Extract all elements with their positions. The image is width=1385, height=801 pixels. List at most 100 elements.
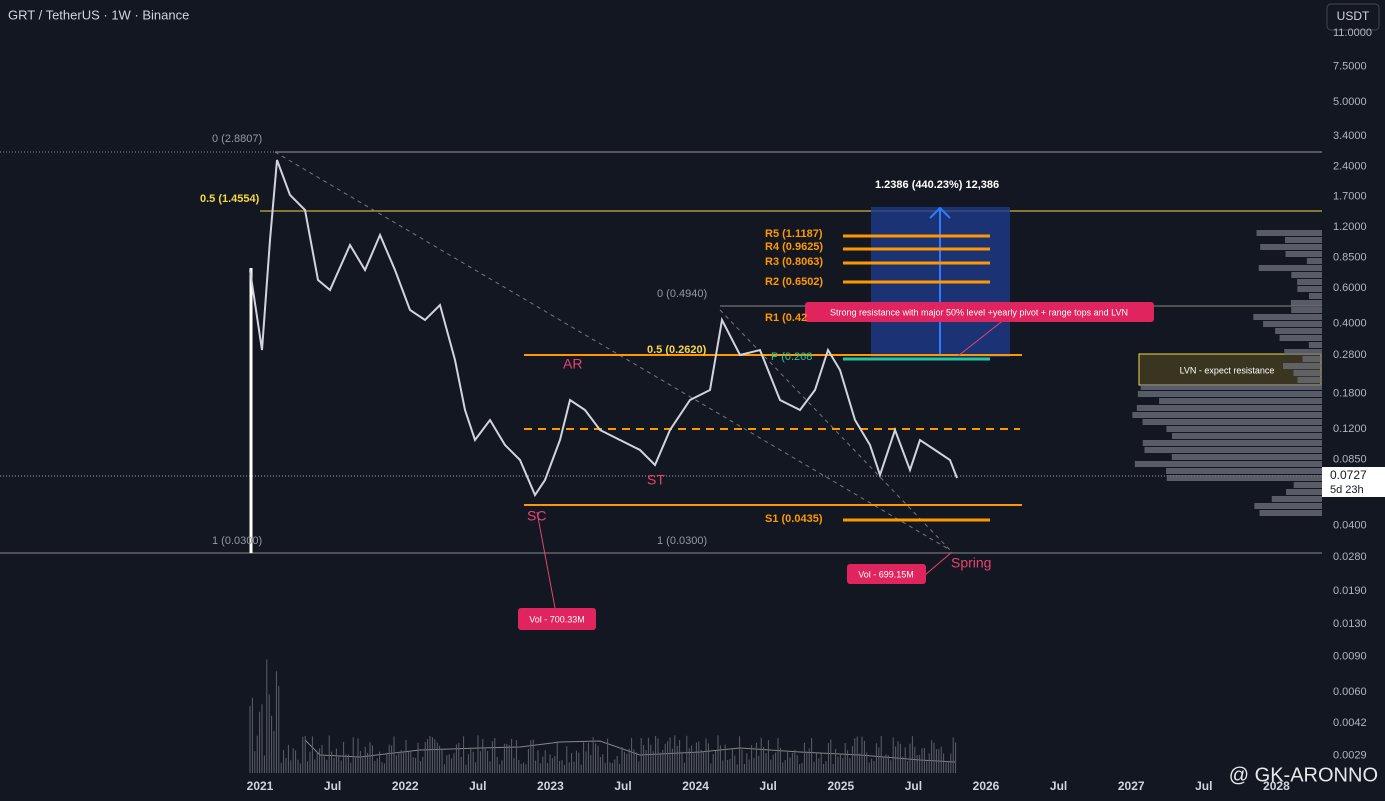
volume-profile — [1308, 342, 1322, 348]
volume-profile — [1142, 419, 1322, 425]
volume-profile — [1297, 377, 1322, 383]
price-tick-label: 11.0000 — [1333, 27, 1372, 39]
wyckoff-label: ST — [647, 472, 665, 488]
volume-profile — [1263, 321, 1322, 327]
volume-profile — [1134, 461, 1322, 467]
price-tick-label: 0.0042 — [1333, 717, 1367, 729]
volume-profile — [1166, 468, 1322, 474]
volume-profile — [1166, 426, 1322, 432]
fib-label: 1 (0.0300) — [657, 535, 707, 547]
price-tick-label: 0.0029 — [1333, 750, 1367, 762]
volume-profile — [1302, 356, 1322, 362]
time-tick-label: 2022 — [392, 779, 419, 793]
watermark: @ GK-ARONNO — [1229, 764, 1378, 786]
fib-label: 0 (0.4940) — [657, 288, 707, 300]
time-tick-label: 2024 — [682, 779, 709, 793]
volume-profile — [1144, 447, 1322, 453]
drawings — [0, 3, 1385, 773]
wyckoff-label: AR — [563, 356, 582, 372]
price-tick-label: 0.0190 — [1333, 585, 1367, 597]
time-tick-label: 2021 — [247, 779, 274, 793]
lvn-note: LVN - expect resistance — [1180, 365, 1275, 375]
resistance-note: Strong resistance with major 50% level +… — [830, 307, 1128, 317]
time-tick-label: 2025 — [827, 779, 854, 793]
volume-profile — [1142, 440, 1322, 446]
pivot-label: R4 (0.9625) — [765, 241, 823, 253]
volume-profile — [1290, 300, 1322, 306]
volume-profile — [1136, 405, 1322, 411]
price-tick-label: 0.4000 — [1333, 318, 1367, 330]
pivot-label: P (0.268 — [771, 351, 812, 363]
currency-button[interactable]: USDT — [1337, 9, 1370, 23]
price-tick-label: 0.2800 — [1333, 349, 1367, 361]
volume-profile — [1308, 293, 1322, 299]
volume-profile — [1159, 398, 1322, 404]
volume-note: Vol - 699.15M — [858, 569, 914, 579]
price-tick-label: 0.0060 — [1333, 686, 1367, 698]
price-tick-label: 1.7000 — [1333, 191, 1367, 203]
last-price: 0.0727 — [1330, 468, 1367, 482]
pivot-label: S1 (0.0435) — [765, 513, 823, 525]
time-tick-label: Jul — [1050, 779, 1067, 793]
volume-profile — [1286, 489, 1322, 495]
symbol-title: GRT / TetherUS · 1W · Binance — [8, 7, 189, 22]
volume-profile — [1284, 349, 1322, 355]
fib-label: 0 (2.8807) — [212, 133, 262, 145]
fib-label: 1 (0.0300) — [212, 535, 262, 547]
price-tick-label: 0.0850 — [1333, 453, 1367, 465]
time-tick-label: Jul — [1195, 779, 1212, 793]
volume-profile — [1293, 482, 1322, 488]
pivot-label: R3 (0.8063) — [765, 256, 823, 268]
volume-profile — [1297, 286, 1322, 292]
volume-profile — [1171, 454, 1322, 460]
volume-profile — [1259, 510, 1322, 516]
volume-profile — [1140, 384, 1322, 390]
price-tick-label: 0.1800 — [1333, 388, 1367, 400]
volume-profile — [1271, 496, 1322, 502]
volume-profile — [1258, 265, 1322, 271]
price-tick-label: 0.6000 — [1333, 282, 1367, 294]
pivot-label: R5 (1.1187) — [765, 228, 823, 240]
fib-label: 0.5 (1.4554) — [200, 193, 260, 205]
time-tick-label: Jul — [760, 779, 777, 793]
volume-profile — [1306, 258, 1322, 264]
price-tick-label: 0.0280 — [1333, 551, 1367, 563]
volume-profile — [1260, 244, 1322, 250]
price-tick-label: 3.4000 — [1333, 130, 1367, 142]
time-tick-label: Jul — [469, 779, 486, 793]
price-tick-label: 1.2000 — [1333, 221, 1367, 233]
fib-label: 0.5 (0.2620) — [647, 344, 707, 356]
time-tick-label: 2028 — [1263, 779, 1290, 793]
pivot-label: R2 (0.6502) — [765, 276, 823, 288]
time-tick-label: 2027 — [1118, 779, 1145, 793]
volume-profile — [1297, 279, 1322, 285]
volume-profile — [1137, 391, 1322, 397]
volume-profile — [1291, 272, 1322, 278]
volume-profile — [1283, 363, 1322, 369]
volume-profile — [1293, 370, 1322, 376]
price-tick-label: 5.0000 — [1333, 96, 1367, 108]
price-tick-label: 0.8500 — [1333, 251, 1367, 263]
volume-profile — [1253, 314, 1322, 320]
time-tick-label: 2026 — [973, 779, 1000, 793]
price-tick-label: 7.5000 — [1333, 60, 1367, 72]
volume-profile — [1285, 237, 1322, 243]
price-tick-label: 2.4000 — [1333, 160, 1367, 172]
volume-profile — [1275, 328, 1322, 334]
target-label: 1.2386 (440.23%) 12,386 — [875, 179, 999, 191]
volume-profile — [1285, 251, 1322, 257]
countdown: 5d 23h — [1330, 484, 1364, 496]
volume-profile — [1291, 307, 1322, 313]
volume-profile — [1254, 503, 1322, 509]
volume-profile — [1171, 433, 1322, 439]
volume-profile — [1256, 230, 1322, 236]
pivot-label: R1 (0.42 — [765, 312, 807, 324]
price-tick-label: 0.0090 — [1333, 650, 1367, 662]
volume-profile — [1166, 475, 1322, 481]
wyckoff-label: Spring — [951, 555, 991, 571]
volume-note: Vol - 700.33M — [529, 614, 585, 624]
time-tick-label: Jul — [324, 779, 341, 793]
price-tick-label: 0.0130 — [1333, 618, 1367, 630]
